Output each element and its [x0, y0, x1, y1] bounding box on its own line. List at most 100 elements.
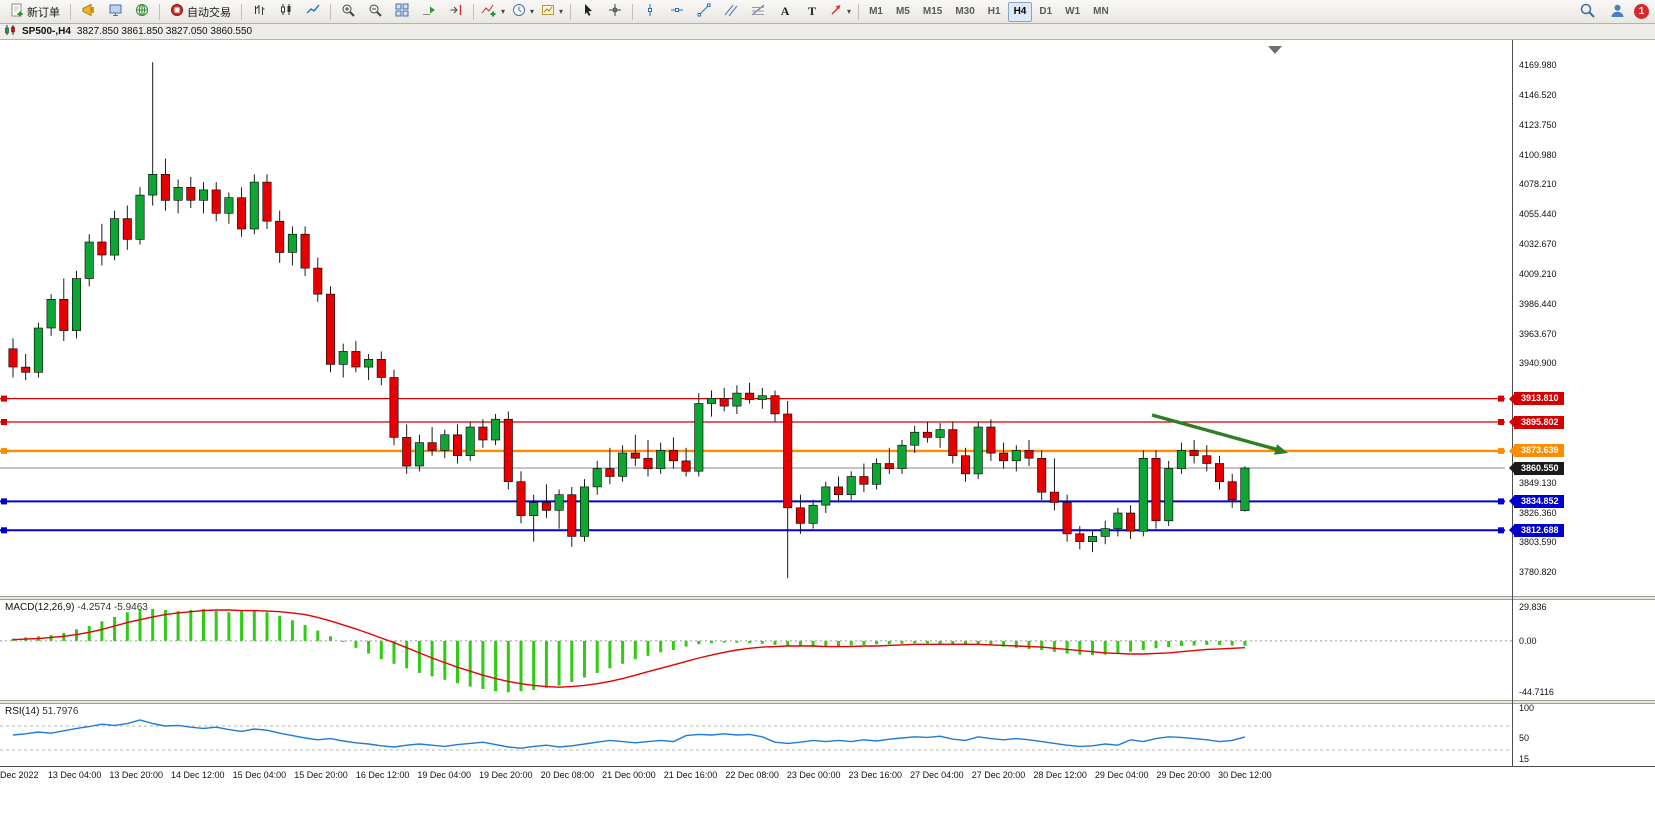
price-tick: 3986.440 — [1519, 299, 1557, 309]
zoom-in-button[interactable] — [335, 1, 361, 23]
notification-badge[interactable]: 1 — [1634, 4, 1649, 19]
price-tick: 4032.670 — [1519, 238, 1557, 249]
new-order-button[interactable]: 新订单 — [4, 1, 66, 23]
price-tick: 4123.750 — [1519, 120, 1557, 131]
chart-shift-icon — [449, 3, 463, 20]
panel-splitter[interactable] — [0, 700, 1655, 704]
macd-scale-label: 29.836 — [1519, 601, 1547, 612]
fibonacci-tool-button[interactable] — [745, 1, 771, 23]
vertical-line-tool-button[interactable] — [637, 1, 663, 23]
channel-tool-button[interactable] — [718, 1, 744, 23]
arrows-tool-button[interactable]: ▾ — [826, 1, 854, 23]
trendline-icon — [697, 3, 711, 20]
terminal-button[interactable] — [102, 1, 128, 23]
vertical-line-icon — [643, 3, 657, 20]
timeframe-m30[interactable]: M30 — [955, 5, 975, 17]
trendline-tool-button[interactable] — [691, 1, 717, 23]
time-tick: 15 Dec 20:00 — [294, 770, 348, 780]
timeframe-m5[interactable]: M5 — [895, 5, 910, 17]
horizontal-line-tool-button[interactable] — [664, 1, 690, 23]
tile-windows-button[interactable] — [389, 1, 415, 23]
monitor-icon — [108, 3, 123, 20]
price-lines-layer[interactable] — [0, 395, 1505, 534]
chevron-down-icon: ▾ — [559, 7, 564, 16]
megaphone-icon — [81, 3, 96, 20]
search-button[interactable] — [1574, 1, 1600, 23]
crosshair-tool-button[interactable] — [602, 1, 628, 23]
account-button[interactable] — [1604, 1, 1630, 23]
ohlc-readout: 3827.850 3861.850 3827.050 3860.550 — [76, 26, 253, 37]
chart-window[interactable]: MACD(12,26,9) -4.2574 -5.9463 RSI(14) 51… — [0, 40, 1655, 824]
timeframe-mn[interactable]: MN — [1093, 5, 1109, 17]
time-tick: 15 Dec 04:00 — [232, 770, 287, 780]
timeframe-w1[interactable]: W1 — [1065, 5, 1081, 17]
cursor-tool-button[interactable] — [575, 1, 601, 23]
zoom-out-icon — [368, 3, 382, 20]
templates-button[interactable]: ▾ — [538, 1, 566, 23]
time-tick: 21 Dec 16:00 — [663, 770, 718, 780]
macd-scale-label: -44.7116 — [1519, 687, 1554, 697]
globe-icon — [135, 3, 149, 20]
main-price-plot[interactable] — [0, 40, 1512, 596]
time-tick: 16 Dec 12:00 — [355, 770, 410, 780]
macd-panel[interactable] — [0, 600, 1512, 700]
price-tick: 3849.130 — [1519, 477, 1557, 488]
sound-alert-button[interactable] — [75, 1, 101, 23]
price-tick: 3963.670 — [1519, 328, 1557, 339]
chevron-down-icon: ▾ — [530, 7, 535, 16]
candlestick-mode-button[interactable] — [273, 1, 299, 23]
arrow-shape-icon — [829, 3, 843, 20]
line-chart-icon — [306, 3, 320, 20]
text-tool-button[interactable]: A — [772, 1, 798, 23]
price-line-badge: 3873.639 — [1509, 444, 1564, 458]
autotrade-button[interactable]: 自动交易 — [164, 1, 237, 23]
price-line-badge: 3860.550 — [1509, 461, 1564, 475]
timeframe-m15[interactable]: M15 — [922, 5, 943, 17]
price-line-badge: 3895.802 — [1509, 415, 1564, 429]
timeframe-h4[interactable]: H4 — [1007, 1, 1033, 22]
time-tick: 27 Dec 20:00 — [971, 770, 1026, 780]
text-t-icon: T — [808, 4, 817, 18]
user-icon — [1610, 3, 1625, 21]
price-tick: 4055.440 — [1519, 209, 1557, 220]
indicators-button[interactable]: ▾ — [478, 1, 508, 23]
timeframe-m1[interactable]: M1 — [869, 5, 883, 17]
chart-shift-marker[interactable] — [1268, 46, 1282, 54]
time-tick: 12 Dec 2022 — [0, 770, 39, 780]
rsi-panel[interactable] — [0, 704, 1512, 766]
zoom-out-button[interactable] — [362, 1, 388, 23]
price-tick: 4146.520 — [1519, 90, 1557, 101]
text-a-icon: A — [780, 4, 790, 18]
toolbar-separator — [632, 3, 634, 20]
text-label-tool-button[interactable]: T — [799, 1, 825, 23]
periods-button[interactable]: ▾ — [509, 1, 537, 23]
price-line-badge: 3834.852 — [1509, 494, 1564, 508]
toolbar-separator — [241, 3, 242, 20]
price-tick: 3780.820 — [1519, 566, 1557, 577]
channel-icon — [724, 3, 738, 20]
auto-scroll-button[interactable] — [416, 1, 442, 23]
trend-arrow-annotation[interactable] — [1151, 413, 1288, 455]
time-tick: 29 Dec 20:00 — [1156, 770, 1211, 780]
panel-splitter[interactable] — [0, 596, 1655, 600]
time-tick: 28 Dec 12:00 — [1033, 770, 1087, 780]
bar-chart-mode-button[interactable] — [246, 1, 272, 23]
rsi-label: RSI(14) 51.7976 — [5, 706, 79, 717]
rsi-line — [12, 719, 1246, 749]
cursor-icon — [581, 3, 595, 20]
price-tick: 3803.590 — [1519, 537, 1557, 548]
chart-window-icon — [4, 25, 16, 38]
zoom-in-icon — [341, 3, 355, 20]
chart-shift-button[interactable] — [443, 1, 469, 23]
crosshair-icon — [608, 3, 622, 20]
time-axis-separator — [0, 766, 1655, 767]
time-tick: 27 Dec 04:00 — [910, 770, 964, 780]
line-chart-mode-button[interactable] — [300, 1, 326, 23]
timeframe-h1[interactable]: H1 — [987, 5, 1001, 17]
chevron-down-icon: ▾ — [501, 7, 506, 16]
price-tick: 4078.210 — [1519, 179, 1557, 190]
time-tick: 14 Dec 12:00 — [171, 770, 225, 780]
price-line-badge: 3812.688 — [1509, 523, 1564, 537]
timeframe-d1[interactable]: D1 — [1039, 5, 1053, 17]
community-button[interactable] — [129, 1, 155, 23]
